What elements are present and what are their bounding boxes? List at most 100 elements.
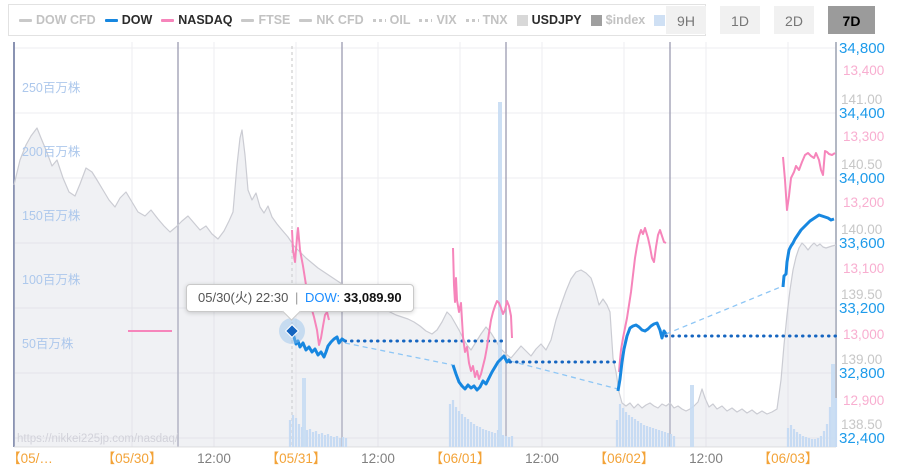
dollar-index-swatch-icon <box>590 14 602 26</box>
volume-bar <box>472 424 476 447</box>
legend-item-oil[interactable]: OIL <box>372 13 411 27</box>
watermark-url: https://nikkei225jp.com/nasdaq/ <box>17 433 179 445</box>
volume-bar <box>822 431 826 447</box>
y-axis-label-dow: 34,000 <box>839 170 885 187</box>
volume-bar <box>335 436 339 447</box>
volume-bar <box>798 434 802 447</box>
volume-bar <box>288 420 292 447</box>
legend-label-usdjpy: USDJPY <box>531 13 582 27</box>
x-axis-label-time: 12:00 <box>525 451 559 466</box>
tooltip-separator: | <box>294 290 299 305</box>
legend-label-oil: OIL <box>389 13 411 27</box>
series-nasdaq-segment <box>618 227 667 373</box>
volume-bar <box>463 417 467 447</box>
legend-item-nk-cfd[interactable]: NK CFD <box>299 13 364 27</box>
legend-item-dow[interactable]: DOW <box>104 13 152 27</box>
volume-bar <box>810 439 814 447</box>
legend-label-vix: VIX <box>436 13 457 27</box>
series-usdjpy <box>13 127 837 415</box>
legend-item-nasdaq[interactable]: NASDAQ <box>161 13 232 27</box>
legend-label-dollar-index: $index <box>605 13 646 27</box>
volume-spike-bar <box>302 378 306 447</box>
y-axis-label-usdjpy: 140.00 <box>841 222 882 237</box>
volume-bar <box>308 429 312 447</box>
x-axis-label-date: 【05/30】 <box>102 451 163 466</box>
x-axis-label-date: 【06/01】 <box>430 451 491 466</box>
legend-item-tnx[interactable]: TNX <box>465 13 508 27</box>
y-axis-label-nasdaq: 13,200 <box>843 195 884 210</box>
y-axis-label-dow: 32,800 <box>839 365 885 382</box>
y-axis-label-nasdaq: 13,000 <box>843 327 884 342</box>
volume-bar <box>669 434 673 447</box>
volume-bar <box>323 435 327 447</box>
timeframe-buttons: 9H 1D 2D 7D <box>666 6 875 34</box>
volume-bar <box>621 408 625 447</box>
volume-bar <box>828 407 832 447</box>
volume-bar <box>504 436 508 447</box>
series-dow-gap-segment <box>665 285 784 335</box>
volume-bar <box>454 407 458 447</box>
y-axis-label-nasdaq: 13,100 <box>843 261 884 276</box>
volume-bar <box>326 434 330 447</box>
volume-axis-label: 100百万株 <box>22 272 81 287</box>
y-axis-label-usdjpy: 140.50 <box>841 157 882 172</box>
volume-bar <box>642 425 646 447</box>
volume-bar <box>672 436 676 447</box>
volume-spike-bar <box>690 385 694 447</box>
dow-cfd-swatch-icon <box>19 18 32 22</box>
legend-item-dollar-index[interactable]: $index <box>590 13 646 27</box>
volume-bar <box>795 432 799 447</box>
tooltip: 05/30(火) 22:30 | DOW: 33,089.90 <box>186 284 414 321</box>
volume-bar <box>615 420 619 447</box>
volume-bar <box>487 431 491 447</box>
volume-bar <box>834 398 838 447</box>
x-axis-label-date: 【06/03】 <box>758 451 819 466</box>
legend-label-tnx: TNX <box>482 13 508 27</box>
volume-bar <box>645 426 649 447</box>
volume-bar <box>457 411 461 447</box>
timeframe-button-7d[interactable]: 7D <box>828 6 875 34</box>
volume-axis-label: 50百万株 <box>22 336 74 351</box>
volume-bar <box>663 432 667 447</box>
x-axis-label-date: 【05/31】 <box>266 451 327 466</box>
volume-bar <box>819 436 823 447</box>
vix-swatch-icon <box>419 18 433 22</box>
timeframe-button-1d[interactable]: 1D <box>720 6 760 34</box>
series-dow-gap-segment <box>509 360 619 390</box>
volume-bar <box>792 429 796 447</box>
y-axis-label-usdjpy: 139.50 <box>841 287 882 302</box>
y-axis-label-nasdaq: 13,400 <box>843 63 884 78</box>
volume-spike-bar <box>831 364 835 447</box>
tooltip-time: 05/30(火) 22:30 <box>198 290 289 305</box>
timeframe-button-2d[interactable]: 2D <box>774 6 814 34</box>
volume-bar <box>660 431 664 447</box>
y-axis-label-nasdaq: 13,300 <box>843 129 884 144</box>
legend-label-ftse: FTSE <box>258 13 291 27</box>
volume-bar <box>816 438 820 447</box>
timeframe-button-9h[interactable]: 9H <box>666 6 706 34</box>
ftse-swatch-icon <box>241 18 255 22</box>
volume-bar <box>332 437 336 447</box>
volume-bar <box>460 414 464 447</box>
series-nasdaq-segment <box>782 150 836 211</box>
legend-item-usdjpy[interactable]: USDJPY <box>516 13 582 27</box>
volume-bar <box>804 437 808 447</box>
y-axis-label-dow: 34,400 <box>839 105 885 122</box>
legend-item-vix[interactable]: VIX <box>419 13 457 27</box>
volume-bar <box>469 422 473 447</box>
volume-bar <box>801 436 805 447</box>
legend-label-nk-cfd: NK CFD <box>316 13 364 27</box>
volume-bar <box>651 428 655 447</box>
selected-point-marker <box>284 323 300 339</box>
legend-item-dow-cfd[interactable]: DOW CFD <box>19 13 96 27</box>
volume-bar <box>507 437 511 447</box>
y-axis-label-dow: 34,800 <box>839 40 885 57</box>
y-axis-label-dow: 33,200 <box>839 300 885 317</box>
volume-bar <box>305 430 309 447</box>
legend-item-ftse[interactable]: FTSE <box>241 13 290 27</box>
y-axis-label-dow: 32,400 <box>839 430 885 447</box>
x-axis-label-date: 【06/02】 <box>594 451 655 466</box>
volume-bar <box>338 438 342 447</box>
